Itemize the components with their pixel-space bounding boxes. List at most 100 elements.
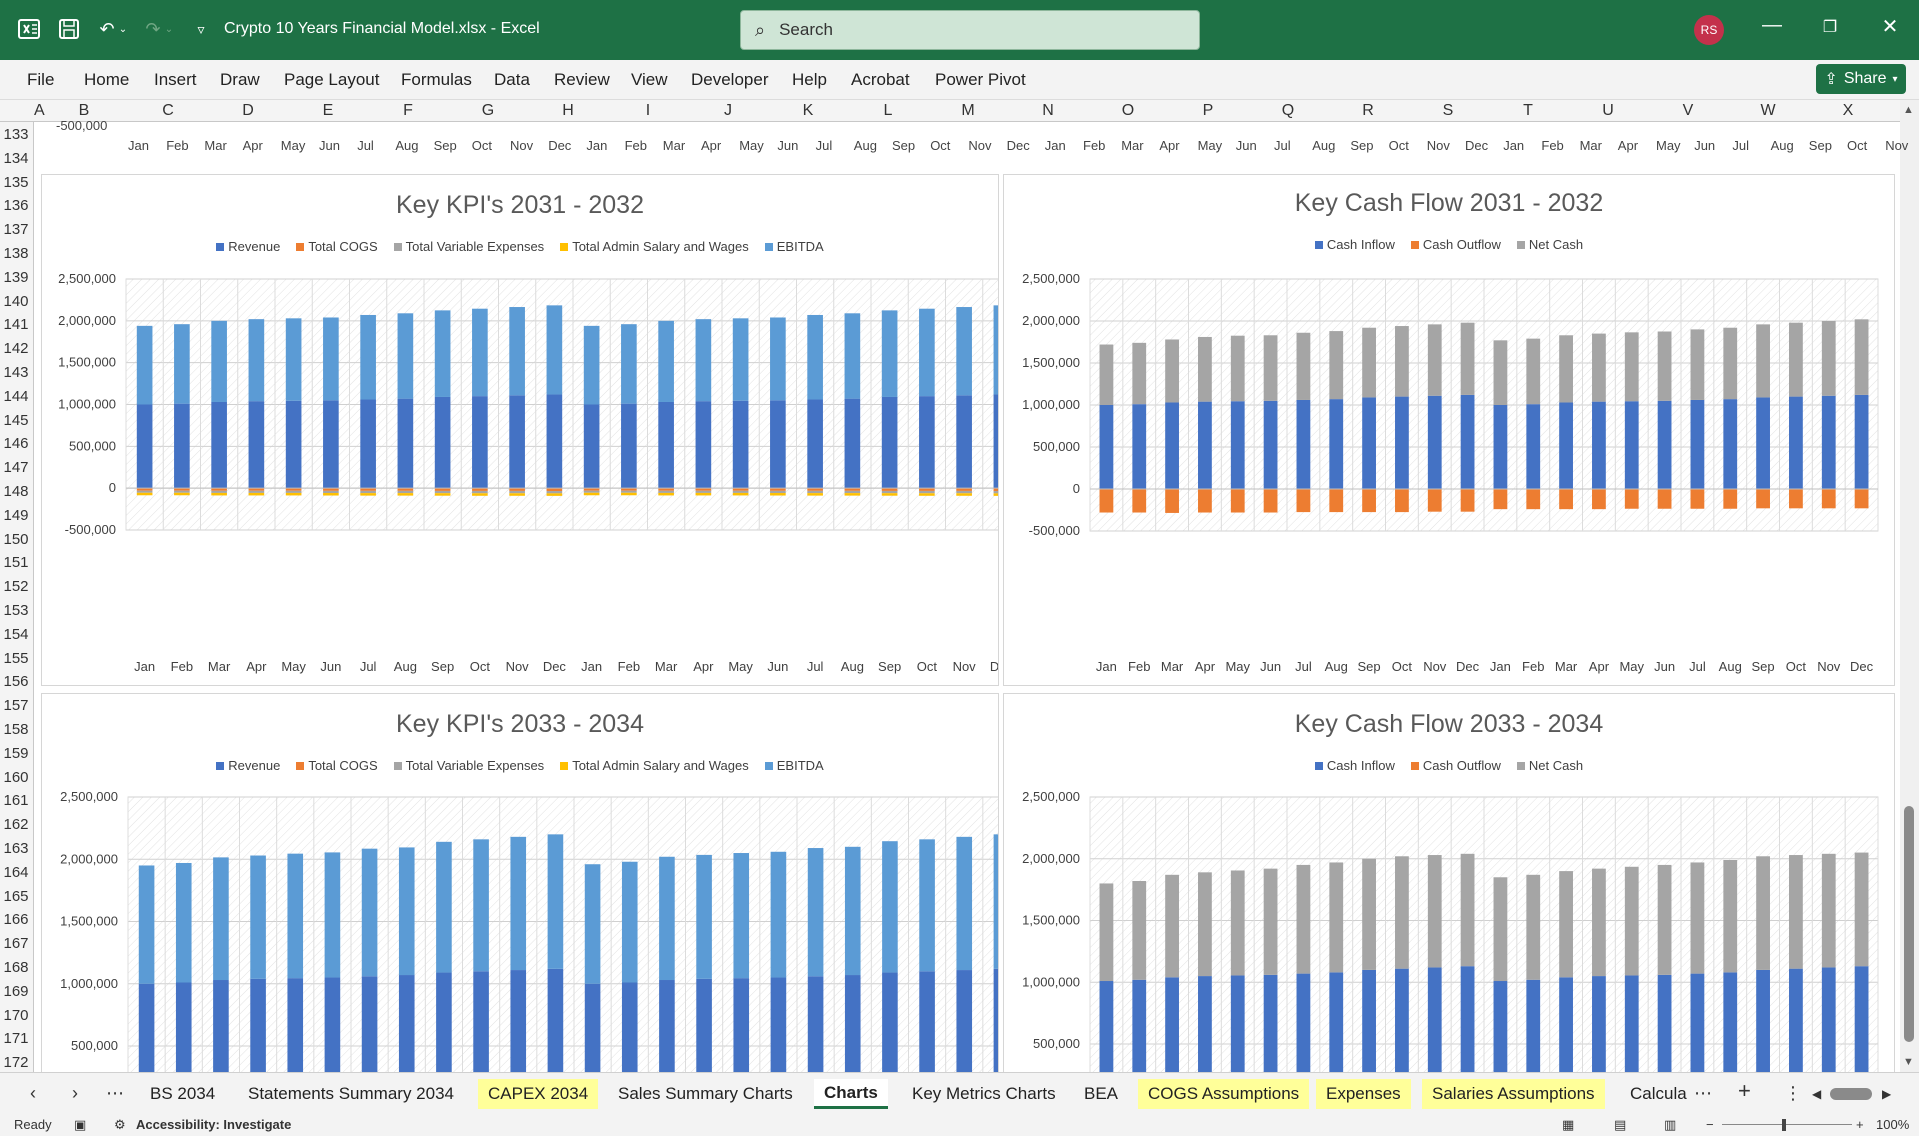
sheet-tab-key-metrics-charts[interactable]: Key Metrics Charts (912, 1084, 1056, 1103)
row-header-165[interactable]: 165 (3, 887, 29, 905)
column-header-b[interactable]: B (78, 102, 90, 119)
scroll-right-icon[interactable]: ▶ (1882, 1087, 1892, 1101)
row-header-144[interactable]: 144 (3, 387, 29, 405)
row-header-155[interactable]: 155 (3, 649, 29, 667)
column-header-n[interactable]: N (1042, 102, 1054, 119)
row-header-171[interactable]: 171 (3, 1030, 29, 1048)
zoom-in-icon[interactable]: + (1856, 1117, 1864, 1132)
row-header-138[interactable]: 138 (3, 245, 29, 262)
undo-icon[interactable]: ↶ (99, 18, 115, 39)
row-header-151[interactable]: 151 (3, 554, 29, 572)
tab-data[interactable]: Data (494, 70, 530, 89)
row-header-156[interactable]: 156 (3, 673, 29, 691)
column-header-p[interactable]: P (1202, 102, 1214, 119)
sheet-tab-bea[interactable]: BEA (1084, 1084, 1119, 1103)
sheet-tab-salaries-assumptions[interactable]: Salaries Assumptions (1422, 1079, 1605, 1109)
row-header-139[interactable]: 139 (3, 268, 29, 286)
sheet-options-icon[interactable]: ⋮ (1784, 1083, 1802, 1103)
close-icon[interactable]: ✕ (1881, 16, 1899, 38)
page-break-view-icon[interactable]: ▥ (1664, 1117, 1677, 1132)
sheet-tab-charts[interactable]: Charts (814, 1079, 888, 1109)
column-header-e[interactable]: E (322, 102, 334, 119)
row-header-154[interactable]: 154 (3, 625, 29, 643)
tab-review[interactable]: Review (554, 70, 610, 89)
save-icon[interactable] (56, 16, 82, 42)
zoom-slider[interactable] (1722, 1124, 1852, 1125)
row-header-170[interactable]: 170 (3, 1006, 29, 1024)
row-header-168[interactable]: 168 (3, 959, 29, 976)
row-header-137[interactable]: 137 (3, 221, 29, 239)
tab-help[interactable]: Help (792, 70, 827, 89)
column-header-t[interactable]: T (1523, 102, 1533, 119)
next-sheet-icon[interactable]: › (72, 1083, 78, 1103)
row-header-141[interactable]: 141 (3, 316, 29, 334)
tab-draw[interactable]: Draw (220, 70, 260, 89)
row-header-162[interactable]: 162 (3, 816, 29, 834)
row-header-150[interactable]: 150 (3, 530, 29, 548)
column-header-x[interactable]: X (1842, 102, 1854, 119)
chart-cashflow-2031-2032[interactable]: Key Cash Flow 2031 - 2032 Cash Inflow Cas… (1003, 174, 1895, 686)
sheet-tab-cogs-assumptions[interactable]: COGS Assumptions (1138, 1079, 1310, 1109)
row-header-152[interactable]: 152 (3, 578, 29, 596)
row-header-153[interactable]: 153 (3, 602, 29, 619)
accessibility-icon[interactable]: ⚙ (114, 1117, 126, 1132)
search-box[interactable]: ⌕ Search (740, 10, 1200, 50)
row-header-166[interactable]: 166 (3, 911, 29, 929)
column-header-i[interactable]: I (645, 102, 651, 119)
vertical-scroll-thumb[interactable] (1904, 806, 1914, 1042)
column-header-q[interactable]: Q (1281, 102, 1295, 119)
zoom-out-icon[interactable]: − (1706, 1117, 1714, 1132)
column-header-m[interactable]: M (961, 102, 975, 119)
scroll-down-icon[interactable]: ▼ (1903, 1056, 1914, 1068)
chart-cashflow-2033-2034[interactable]: Key Cash Flow 2033 - 2034 Cash Inflow Cas… (1003, 693, 1895, 1073)
row-header-133[interactable]: 133 (3, 126, 29, 143)
row-header-145[interactable]: 145 (3, 411, 29, 429)
row-header-143[interactable]: 143 (3, 364, 29, 381)
column-header-u[interactable]: U (1602, 102, 1614, 119)
tab-acrobat[interactable]: Acrobat (851, 70, 910, 89)
row-header-140[interactable]: 140 (3, 292, 29, 310)
row-header-135[interactable]: 135 (3, 173, 29, 191)
sheet-tab-statements-summary-2034[interactable]: Statements Summary 2034 (248, 1084, 454, 1103)
column-header-s[interactable]: S (1442, 102, 1454, 119)
row-header-161[interactable]: 161 (3, 792, 29, 810)
more-sheets-right-icon[interactable]: ⋯ (1694, 1083, 1712, 1103)
zoom-level[interactable]: 100% (1876, 1117, 1910, 1132)
sheet-tab-expenses[interactable]: Expenses (1316, 1079, 1411, 1109)
normal-view-icon[interactable]: ▦ (1562, 1117, 1575, 1132)
tab-page-layout[interactable]: Page Layout (284, 70, 380, 89)
horizontal-scroll-thumb[interactable] (1830, 1088, 1872, 1100)
sheet-tab-bs-2034[interactable]: BS 2034 (150, 1084, 216, 1103)
sheet-tab-sales-summary-charts[interactable]: Sales Summary Charts (618, 1084, 793, 1103)
minimize-icon[interactable]: — (1762, 14, 1782, 36)
column-header-l[interactable]: L (883, 102, 893, 119)
row-header-149[interactable]: 149 (3, 506, 29, 524)
row-header-163[interactable]: 163 (3, 840, 29, 857)
row-header-134[interactable]: 134 (3, 149, 29, 167)
zoom-slider-thumb[interactable] (1782, 1119, 1786, 1131)
column-header-r[interactable]: R (1362, 102, 1374, 119)
column-header-v[interactable]: V (1682, 102, 1694, 119)
macro-recording-icon[interactable]: ▣ (74, 1117, 87, 1132)
vertical-scrollbar[interactable]: ▲ ▼ (1900, 100, 1919, 1072)
column-header-j[interactable]: J (724, 102, 732, 119)
row-header-164[interactable]: 164 (3, 863, 29, 881)
row-header-142[interactable]: 142 (3, 340, 29, 358)
page-layout-view-icon[interactable]: ▤ (1614, 1117, 1627, 1132)
restore-icon[interactable]: ❐ (1822, 19, 1838, 36)
sheet-tab-calcula[interactable]: Calcula (1630, 1084, 1687, 1103)
share-button[interactable]: ⇪ Share ▾ (1816, 64, 1906, 94)
row-header-160[interactable]: 160 (3, 768, 29, 786)
column-header-f[interactable]: F (403, 102, 413, 119)
column-header-a[interactable]: A (34, 102, 45, 119)
column-header-k[interactable]: K (802, 102, 814, 119)
scroll-up-icon[interactable]: ▲ (1903, 104, 1914, 116)
add-sheet-icon[interactable]: + (1738, 1078, 1751, 1103)
row-header-157[interactable]: 157 (3, 697, 29, 715)
tab-power-pivot[interactable]: Power Pivot (935, 70, 1026, 89)
redo-dropdown-icon[interactable]: ⌄ (164, 23, 174, 35)
tab-home[interactable]: Home (84, 70, 130, 89)
column-header-d[interactable]: D (242, 102, 254, 119)
column-header-o[interactable]: O (1121, 102, 1135, 119)
scroll-left-icon[interactable]: ◀ (1812, 1087, 1822, 1101)
